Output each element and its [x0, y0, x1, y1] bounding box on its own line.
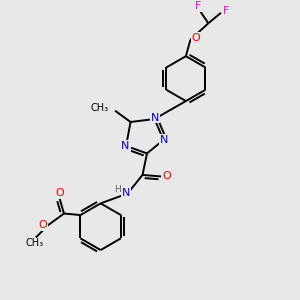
Text: N: N: [160, 135, 168, 145]
Text: CH₃: CH₃: [90, 103, 108, 113]
Text: F: F: [223, 6, 230, 16]
Text: N: N: [122, 188, 130, 199]
Text: N: N: [151, 112, 159, 122]
Text: O: O: [163, 171, 171, 182]
Text: CH₃: CH₃: [25, 238, 44, 248]
Text: O: O: [191, 33, 200, 43]
Text: O: O: [55, 188, 64, 199]
Text: F: F: [195, 1, 201, 11]
Text: N: N: [121, 141, 130, 151]
Text: O: O: [39, 220, 47, 230]
Text: H: H: [114, 185, 121, 194]
